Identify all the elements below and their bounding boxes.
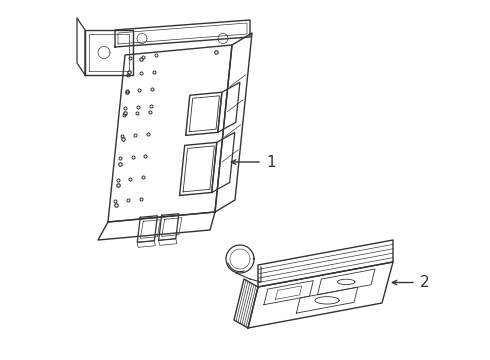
Text: 1: 1 bbox=[266, 154, 275, 170]
Text: 2: 2 bbox=[420, 275, 430, 290]
